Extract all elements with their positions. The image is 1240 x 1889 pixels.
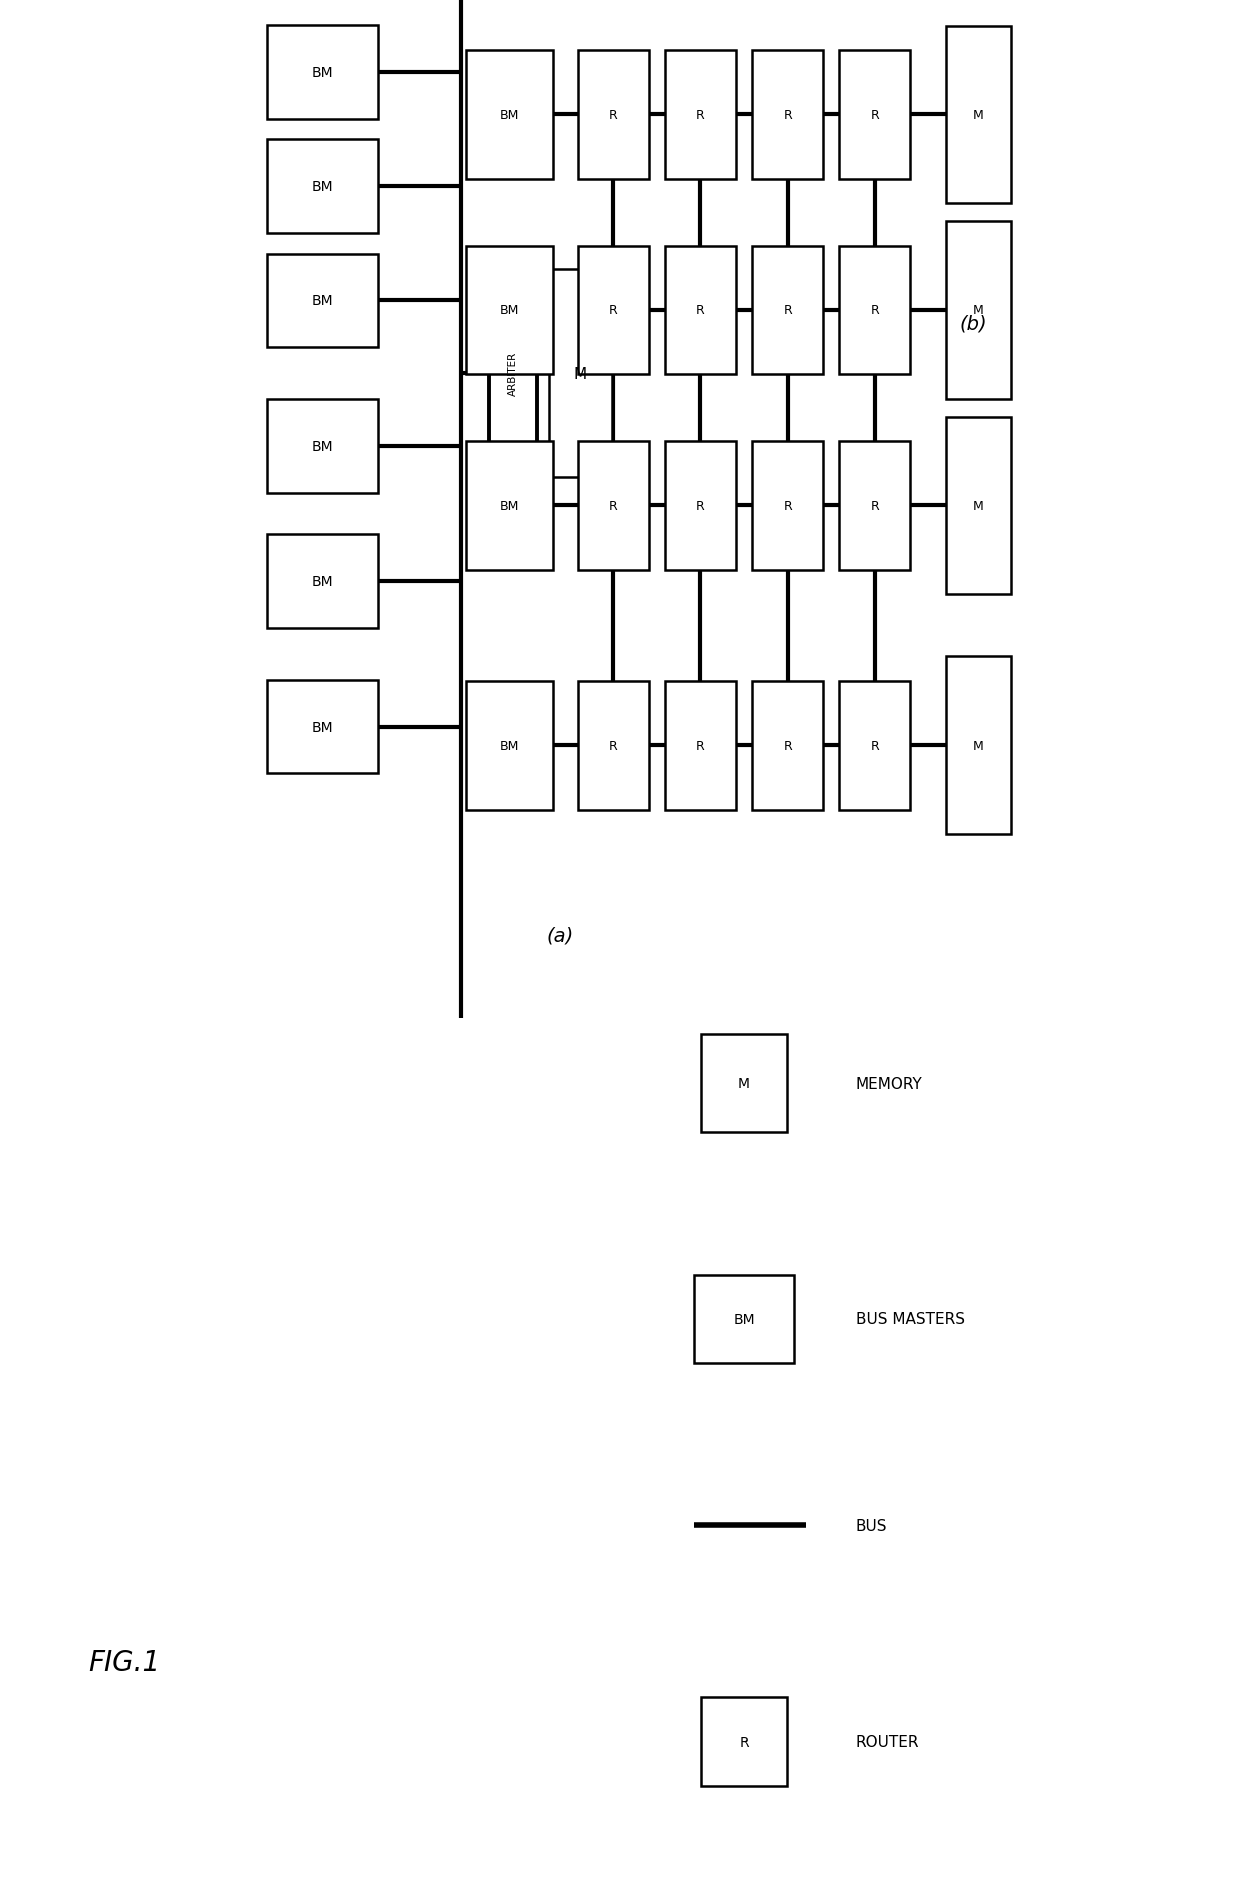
Text: M: M <box>973 110 985 123</box>
Text: R: R <box>870 110 879 123</box>
Bar <box>267 26 378 119</box>
Bar <box>946 223 1012 400</box>
Text: BM: BM <box>733 1313 755 1326</box>
Text: R: R <box>696 739 704 752</box>
Text: (b): (b) <box>960 314 987 332</box>
Bar <box>701 1035 787 1133</box>
Bar <box>701 1698 787 1785</box>
Bar <box>267 680 378 774</box>
Bar <box>548 270 613 478</box>
Text: R: R <box>870 304 879 317</box>
Bar <box>946 26 1012 204</box>
Bar <box>578 246 649 376</box>
Bar <box>578 51 649 179</box>
Bar <box>466 442 553 570</box>
Text: R: R <box>609 499 618 512</box>
Text: ROUTER: ROUTER <box>856 1734 919 1749</box>
Bar <box>578 682 649 810</box>
Text: R: R <box>696 499 704 512</box>
Bar <box>665 51 735 179</box>
Text: M: M <box>973 739 985 752</box>
Bar <box>694 1275 794 1364</box>
Text: R: R <box>784 499 792 512</box>
Text: BM: BM <box>311 179 334 195</box>
Bar <box>578 442 649 570</box>
Text: R: R <box>784 110 792 123</box>
Text: M: M <box>738 1077 750 1090</box>
Text: BM: BM <box>500 304 520 317</box>
Text: R: R <box>739 1734 749 1749</box>
Text: R: R <box>784 739 792 752</box>
Bar <box>665 442 735 570</box>
Text: R: R <box>609 304 618 317</box>
Text: BM: BM <box>500 110 520 123</box>
Text: (a): (a) <box>547 926 574 944</box>
Text: BM: BM <box>311 574 334 589</box>
Bar <box>839 682 910 810</box>
Bar <box>267 140 378 234</box>
Text: M: M <box>973 304 985 317</box>
Bar <box>466 51 553 179</box>
Text: BM: BM <box>311 440 334 453</box>
Bar <box>267 535 378 629</box>
Bar <box>946 417 1012 595</box>
Text: R: R <box>696 110 704 123</box>
Bar <box>946 657 1012 835</box>
Bar <box>753 442 823 570</box>
Bar <box>839 246 910 376</box>
Bar <box>466 246 553 376</box>
Text: R: R <box>609 739 618 752</box>
Text: R: R <box>784 304 792 317</box>
Text: BM: BM <box>500 739 520 752</box>
Bar <box>267 400 378 493</box>
Text: M: M <box>973 499 985 512</box>
Text: BM: BM <box>500 499 520 512</box>
Text: FIG.1: FIG.1 <box>88 1649 160 1676</box>
Bar <box>753 682 823 810</box>
Text: BM: BM <box>311 295 334 308</box>
Text: BUS MASTERS: BUS MASTERS <box>856 1311 965 1326</box>
Text: MEMORY: MEMORY <box>856 1077 923 1092</box>
Text: BUS: BUS <box>856 1519 887 1534</box>
Bar <box>753 246 823 376</box>
Bar <box>839 51 910 179</box>
Text: BM: BM <box>311 720 334 735</box>
Bar <box>267 255 378 348</box>
Bar <box>665 682 735 810</box>
Text: M: M <box>574 366 587 382</box>
Bar <box>665 246 735 376</box>
Text: BM: BM <box>311 66 334 79</box>
Text: ARBITER: ARBITER <box>508 351 518 397</box>
Text: R: R <box>870 499 879 512</box>
Bar <box>753 51 823 179</box>
Bar <box>489 270 537 478</box>
Text: R: R <box>609 110 618 123</box>
Bar <box>466 682 553 810</box>
Text: R: R <box>870 739 879 752</box>
Text: R: R <box>696 304 704 317</box>
Bar <box>839 442 910 570</box>
